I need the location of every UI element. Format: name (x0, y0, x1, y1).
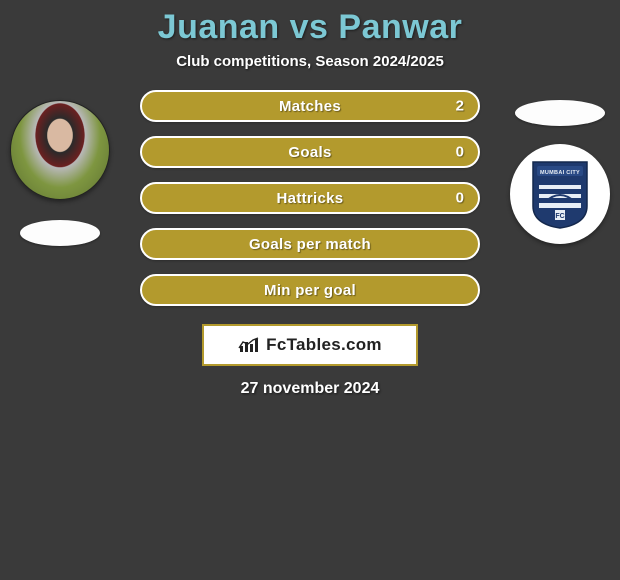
stat-row-matches: Matches 2 (140, 90, 480, 122)
date-text: 27 november 2024 (241, 380, 380, 398)
svg-text:FC: FC (555, 213, 564, 220)
left-player-name-plate (20, 220, 100, 246)
stat-label: Goals (288, 144, 331, 161)
stats-list: Matches 2 Goals 0 Hattricks 0 Goals per … (140, 90, 480, 306)
stat-label: Hattricks (277, 190, 344, 207)
club-name-text: MUMBAI CITY (540, 170, 580, 176)
watermark: FcTables.com (202, 324, 418, 366)
right-player-club-logo: MUMBAI CITY FC (510, 144, 610, 244)
page-title: Juanan vs Panwar (158, 8, 463, 47)
stat-right-value: 0 (456, 144, 464, 161)
page-subtitle: Club competitions, Season 2024/2025 (176, 53, 444, 70)
stat-row-goals-per-match: Goals per match (140, 228, 480, 260)
stat-row-goals: Goals 0 (140, 136, 480, 168)
stat-row-hattricks: Hattricks 0 (140, 182, 480, 214)
left-player-photo (10, 100, 110, 200)
left-player-column (8, 100, 112, 246)
stat-label: Goals per match (249, 236, 371, 253)
stat-right-value: 0 (456, 190, 464, 207)
right-player-name-plate (515, 100, 605, 126)
stat-label: Matches (279, 98, 341, 115)
mumbai-city-shield-icon: MUMBAI CITY FC (529, 158, 591, 230)
right-player-column: MUMBAI CITY FC (508, 100, 612, 244)
stat-label: Min per goal (264, 282, 356, 299)
stat-right-value: 2 (456, 98, 464, 115)
stat-row-min-per-goal: Min per goal (140, 274, 480, 306)
watermark-text: FcTables.com (266, 335, 382, 355)
bar-chart-icon (238, 336, 260, 354)
